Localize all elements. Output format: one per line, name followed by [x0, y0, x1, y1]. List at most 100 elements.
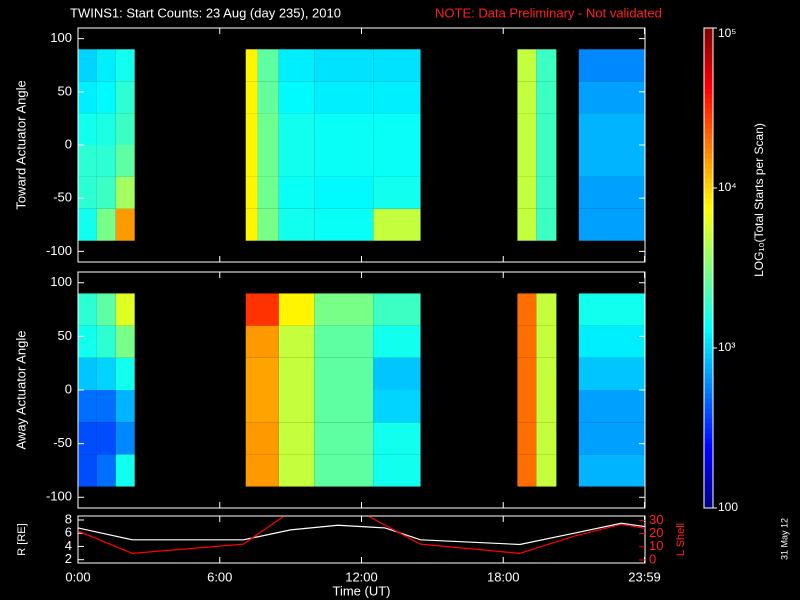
x-tick-label: 18:00	[487, 569, 520, 584]
heatmap-cell	[536, 81, 557, 114]
y-tick-label: 0	[65, 136, 72, 151]
colorbar-swatch	[704, 108, 713, 114]
heatmap-cell	[536, 357, 557, 390]
colorbar-swatch	[704, 218, 713, 224]
heatmap-cell	[578, 208, 645, 241]
colorbar-swatch	[704, 468, 713, 474]
heatmap-cell	[78, 325, 97, 358]
heatmap-cell	[314, 422, 374, 455]
colorbar-swatch	[704, 293, 713, 299]
heatmap-cell	[517, 113, 537, 145]
heatmap-cell	[517, 49, 537, 82]
colorbar-swatch	[704, 388, 713, 394]
colorbar-swatch	[704, 78, 713, 84]
colorbar-swatch	[704, 413, 713, 419]
x-tick-label: 0:00	[65, 569, 90, 584]
colorbar-swatch	[704, 248, 713, 254]
colorbar-swatch	[704, 223, 713, 229]
heatmap-cell	[78, 49, 97, 82]
colorbar-swatch	[704, 393, 713, 399]
colorbar-swatch	[704, 383, 713, 389]
heatmap-cell	[536, 145, 557, 177]
heatmap-cell	[245, 325, 279, 358]
colorbar-swatch	[704, 113, 713, 119]
y2-tick-label: 0	[649, 551, 656, 566]
heatmap-cell	[115, 176, 135, 209]
heatmap-cell	[517, 390, 537, 423]
colorbar-swatch	[704, 353, 713, 359]
y2-tick-label: 30	[649, 512, 663, 527]
x-tick-label: 12:00	[345, 569, 378, 584]
heatmap-cell	[578, 113, 645, 145]
heatmap-cell	[115, 113, 135, 145]
heatmap-cell	[278, 454, 315, 487]
y-tick-label: -50	[53, 190, 72, 205]
heatmap-cell	[314, 357, 374, 390]
heatmap-cell	[245, 422, 279, 455]
y-tick-label: 8	[65, 511, 72, 526]
colorbar-tick-label: 10³	[718, 340, 735, 354]
colorbar-swatch	[704, 483, 713, 489]
heatmap-cell	[314, 49, 374, 82]
heatmap-cell	[257, 113, 279, 145]
heatmap-cell	[517, 325, 537, 358]
heatmap-cell	[578, 49, 645, 82]
heatmap-cell	[578, 145, 645, 177]
y-tick-label: -100	[46, 243, 72, 258]
heatmap-cell	[278, 325, 315, 358]
heatmap-cell	[78, 390, 97, 423]
y-tick-label: -100	[46, 489, 72, 504]
colorbar-swatch	[704, 163, 713, 169]
heatmap-cell	[115, 208, 135, 241]
heatmap-cell	[78, 293, 97, 326]
heatmap-cell	[96, 422, 116, 455]
colorbar-swatch	[704, 158, 713, 164]
heatmap-cell	[373, 81, 421, 114]
colorbar-swatch	[704, 168, 713, 174]
colorbar-swatch	[704, 428, 713, 434]
heatmap-cell	[257, 81, 279, 114]
heatmap-cell	[278, 81, 315, 114]
heatmap-cell	[517, 208, 537, 241]
heatmap-cell	[536, 113, 557, 145]
colorbar-swatch	[704, 153, 713, 159]
heatmap-cell	[78, 357, 97, 390]
colorbar-swatch	[704, 298, 713, 304]
heatmap-cell	[517, 145, 537, 177]
colorbar-swatch	[704, 348, 713, 354]
colorbar-swatch	[704, 343, 713, 349]
colorbar-swatch	[704, 28, 713, 34]
heatmap-cell	[578, 357, 645, 390]
heatmap-cell	[373, 49, 421, 82]
y-tick-label: 0	[65, 381, 72, 396]
heatmap-cell	[278, 208, 315, 241]
heatmap-cell	[257, 49, 279, 82]
heatmap-cell	[373, 454, 421, 487]
heatmap-cell	[578, 454, 645, 487]
heatmap-cell	[78, 145, 97, 177]
heatmap-cell	[578, 176, 645, 209]
colorbar-swatch	[704, 118, 713, 124]
heatmap-cell	[578, 390, 645, 423]
colorbar-swatch	[704, 38, 713, 44]
heatmap-cell	[314, 325, 374, 358]
heatmap-cell	[78, 176, 97, 209]
heatmap-cell	[96, 390, 116, 423]
heatmap-cell	[314, 176, 374, 209]
heatmap-cell	[373, 293, 421, 326]
heatmap-cell	[536, 293, 557, 326]
heatmap-cell	[278, 145, 315, 177]
colorbar-tick-label: 10⁵	[718, 26, 736, 40]
heatmap-cell	[245, 454, 279, 487]
x-tick-label: 23:59	[628, 569, 661, 584]
heatmap-cell	[373, 145, 421, 177]
heatmap-cell	[517, 357, 537, 390]
colorbar-swatch	[704, 173, 713, 179]
colorbar-swatch	[704, 283, 713, 289]
x-axis-label: Time (UT)	[332, 583, 390, 598]
heatmap-cell	[578, 325, 645, 358]
heatmap-cell	[115, 325, 135, 358]
colorbar-swatch	[704, 148, 713, 154]
heatmap-cell	[245, 357, 279, 390]
colorbar-swatch	[704, 258, 713, 264]
